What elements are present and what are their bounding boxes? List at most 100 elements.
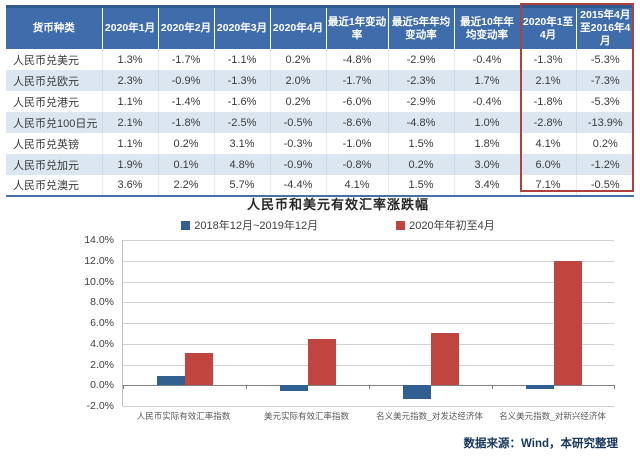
currency-pair-label: 人民币兑加元: [6, 154, 102, 175]
table-header-cell: 2015年4月至2016年4月: [575, 5, 634, 49]
table-cell: 2.2%: [157, 175, 214, 196]
table-cell: -2.5%: [213, 112, 270, 133]
legend-item-series2: 2020年年初至4月: [396, 217, 495, 233]
bar-series2: [553, 260, 582, 386]
chart-legend: 2018年12月~2019年12月 2020年年初至4月: [60, 217, 616, 233]
x-axis-tick: [614, 385, 615, 390]
table-header-cell: 2020年3月: [213, 5, 270, 49]
legend-swatch-series2: [396, 220, 406, 230]
table-cell: 1.1%: [101, 133, 158, 154]
table-cell: 7.1%: [519, 175, 576, 196]
gridline: [123, 240, 614, 241]
chart-title: 人民币和美元有效汇率涨跌幅: [246, 197, 429, 212]
data-source-note: 数据来源：Wind，本研究整理: [463, 438, 619, 450]
table-cell: -1.1%: [213, 49, 270, 70]
table-cell: 0.2%: [575, 133, 634, 154]
x-axis-line: [123, 385, 614, 387]
currency-pair-label: 人民币兑美元: [6, 49, 102, 70]
table-cell: -0.9%: [157, 70, 214, 91]
table-cell: -0.4%: [453, 49, 520, 70]
y-tick-label: -2.0%: [86, 400, 114, 412]
table-cell: -1.2%: [575, 154, 634, 175]
table-cell: 2.1%: [101, 112, 158, 133]
table-cell: 1.1%: [101, 91, 158, 112]
table-cell: 4.8%: [213, 154, 270, 175]
table-cell: -4.4%: [269, 175, 326, 196]
table-cell: -0.4%: [453, 91, 520, 112]
x-axis-tick: [246, 385, 247, 390]
table-cell: -1.0%: [325, 133, 388, 154]
bar-series1: [156, 375, 185, 386]
currency-pair-label: 人民币兑欧元: [6, 70, 102, 91]
table-cell: -8.6%: [325, 112, 388, 133]
table-cell: -5.3%: [575, 49, 634, 70]
table-cell: -2.3%: [387, 70, 454, 91]
table-cell: -5.3%: [575, 91, 634, 112]
table-cell: 1.0%: [453, 112, 520, 133]
table-cell: 3.0%: [453, 154, 520, 175]
y-tick-label: 14.0%: [84, 234, 114, 246]
table-cell: -1.3%: [213, 70, 270, 91]
y-tick-label: 8.0%: [90, 296, 114, 309]
table-cell: -0.9%: [269, 154, 326, 175]
table-cell: 1.5%: [387, 133, 454, 154]
fx-table-section: 货币种类 2020年1月 2020年2月 2020年3月 2020年4月 最近1年变动率最…: [6, 3, 634, 197]
y-tick-label: 2.0%: [90, 358, 114, 371]
table-cell: -13.9%: [575, 112, 634, 133]
gridline: [123, 281, 614, 283]
table-cell: 3.6%: [101, 175, 158, 196]
table-cell: -1.4%: [157, 91, 214, 112]
chart-y-axis: 14.0% 12.0% 10.0% 8.0% 6.0% 4.0% 2.0% 0.0% -2.0%: [60, 234, 122, 412]
table-cell: 2.0%: [269, 70, 326, 91]
table-row: 人民币兑港元 1.1% -1.4% -1.6% 0.2% -6.0% -2.9% -0.4% -…: [6, 91, 634, 112]
table-cell: 3.1%: [213, 133, 270, 154]
legend-item-series1: 2018年12月~2019年12月: [181, 217, 318, 233]
table-cell: 3.4%: [453, 175, 520, 196]
table-cell: -7.3%: [575, 70, 634, 91]
table-header-cell: 2020年1月: [101, 5, 158, 49]
table-header-row: 货币种类 2020年1月 2020年2月 2020年3月 2020年4月 最近1年变动率最…: [6, 5, 634, 49]
table-cell: 1.9%: [101, 154, 158, 175]
table-cell: -1.8%: [519, 91, 576, 112]
table-header-cell: 2020年2月: [157, 5, 214, 49]
x-category-label: 名义美元指数_对发达经济体: [376, 411, 483, 421]
table-cell: 0.1%: [157, 154, 214, 175]
bar-series2: [307, 338, 336, 386]
gridline: [123, 364, 614, 366]
table-row: 人民币兑澳元 3.6% 2.2% 5.7% -4.4% 4.1% 1.5% 3.4% 7.1% -…: [6, 175, 634, 196]
table-cell: -4.8%: [387, 112, 454, 133]
x-axis-tick: [369, 385, 370, 390]
x-category-label: 人民币实际有效汇率指数: [136, 411, 231, 421]
table-row: 人民币兑100日元 2.1% -1.8% -2.5% -0.5% -8.6% -4.8% 1.…: [6, 112, 634, 133]
table-cell: 2.3%: [101, 70, 158, 91]
y-tick-label: 6.0%: [90, 317, 114, 329]
table-cell: 4.1%: [325, 175, 388, 196]
table-cell: 0.2%: [269, 91, 326, 112]
chart-x-labels: 人民币实际有效汇率指数 美元实际有效汇率指数 名义美元指数_对发达经济体 名义美元指数…: [122, 410, 614, 424]
table-cell: -2.8%: [519, 112, 576, 133]
currency-pair-label: 人民币兑100日元: [6, 112, 102, 133]
gridline: [123, 260, 614, 262]
table-header-cell: 最近10年年均变动率: [453, 5, 520, 49]
table-header-cell: 最近1年变动率: [325, 5, 388, 49]
table-cell: 4.1%: [519, 133, 576, 154]
bar-series2: [430, 333, 459, 386]
bar-series1: [279, 385, 308, 392]
y-tick-label: 4.0%: [90, 337, 114, 350]
fx-table: 货币种类 2020年1月 2020年2月 2020年3月 2020年4月 最近1年变动率最…: [6, 5, 634, 197]
table-cell: -0.8%: [325, 154, 388, 175]
table-cell: -2.9%: [387, 91, 454, 112]
gridline: [123, 323, 614, 324]
gridline: [123, 406, 614, 407]
x-category-label: 美元实际有效汇率指数: [263, 411, 350, 421]
gridline: [123, 302, 614, 304]
gridline: [123, 343, 614, 345]
table-cell: 1.3%: [101, 49, 158, 70]
table-cell: 5.7%: [213, 175, 270, 196]
table-cell: 0.2%: [269, 49, 326, 70]
table-cell: -1.6%: [213, 91, 270, 112]
table-cell: 2.1%: [519, 70, 576, 91]
table-row: 人民币兑美元 1.3% -1.7% -1.1% 0.2% -4.8% -2.9% -0.4% -…: [6, 49, 634, 70]
x-axis-tick: [492, 385, 493, 390]
table-cell: 0.2%: [157, 133, 214, 154]
